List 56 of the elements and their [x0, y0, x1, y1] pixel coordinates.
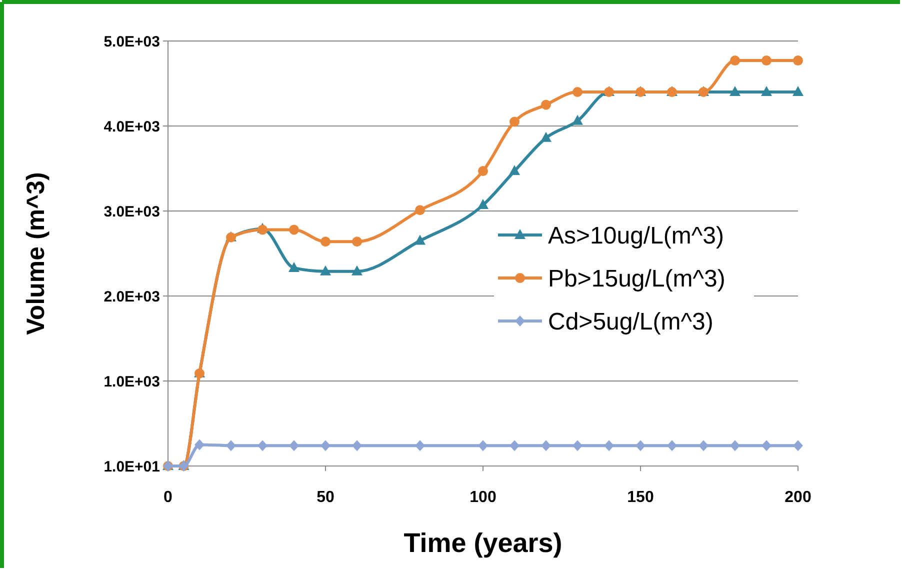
y-axis-title: Volume (m^3) [22, 172, 50, 335]
point [352, 440, 362, 452]
y-tick-label: 3.0E+03 [104, 203, 160, 220]
point [793, 56, 803, 66]
point [289, 224, 299, 235]
point [194, 439, 204, 450]
point [792, 86, 804, 96]
point [226, 440, 236, 452]
y-tick-label: 4.0E+03 [104, 118, 160, 136]
point [510, 116, 520, 127]
point [540, 132, 552, 142]
point [352, 236, 362, 247]
point [478, 440, 488, 452]
y-tick-label: 2.0E+03 [104, 288, 160, 306]
point [258, 440, 268, 452]
point [762, 440, 772, 452]
x-tick-label: 100 [470, 489, 496, 506]
legend-label: Cd>5ug/L(m^3) [548, 308, 714, 336]
point [698, 440, 708, 452]
point [320, 440, 330, 452]
y-tick-label: 1.0E+03 [104, 373, 160, 390]
legend-label: Pb>15ug/L(m^3) [548, 265, 726, 292]
x-axis-title: Time (years) [404, 528, 562, 558]
point [761, 86, 772, 96]
point [572, 87, 582, 97]
point [510, 440, 520, 452]
x-tick-label: 200 [784, 489, 812, 506]
point [478, 166, 488, 176]
x-tick-label: 150 [627, 489, 654, 506]
point [730, 440, 740, 452]
point [414, 234, 426, 245]
point [793, 440, 803, 452]
point [636, 440, 646, 452]
y-tick-label: 1.0E+01 [104, 458, 160, 476]
point [415, 205, 425, 216]
x-tick-label: 50 [316, 489, 334, 506]
point [320, 236, 330, 247]
point [572, 114, 583, 125]
point [730, 86, 740, 96]
point [320, 265, 331, 276]
point [667, 440, 677, 452]
point [352, 265, 362, 276]
x-tick-label: 0 [164, 489, 173, 506]
legend-label: As>10ug/L(m^3) [548, 222, 724, 250]
point [604, 440, 614, 452]
point [541, 440, 551, 452]
point [541, 100, 551, 110]
point [289, 440, 299, 452]
point [478, 199, 488, 210]
point [572, 440, 582, 452]
y-tick-label: 5.0E+03 [104, 33, 160, 50]
point [762, 56, 772, 66]
point [415, 440, 425, 452]
point [730, 56, 740, 66]
point [288, 262, 300, 272]
point [509, 165, 520, 176]
